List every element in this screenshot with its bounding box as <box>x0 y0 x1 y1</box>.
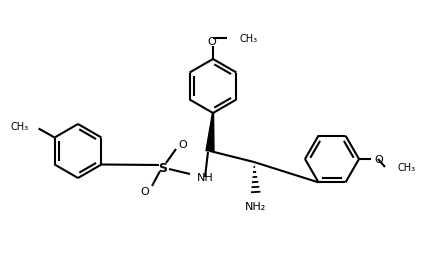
Polygon shape <box>206 114 214 152</box>
Text: O: O <box>374 154 383 164</box>
Text: S: S <box>159 161 168 174</box>
Text: O: O <box>208 37 217 47</box>
Text: NH₂: NH₂ <box>245 201 266 211</box>
Text: O: O <box>179 139 187 149</box>
Text: CH₃: CH₃ <box>11 122 29 132</box>
Text: CH₃: CH₃ <box>398 162 416 172</box>
Text: CH₃: CH₃ <box>240 34 258 44</box>
Text: O: O <box>140 186 149 196</box>
Text: NH: NH <box>197 172 214 182</box>
